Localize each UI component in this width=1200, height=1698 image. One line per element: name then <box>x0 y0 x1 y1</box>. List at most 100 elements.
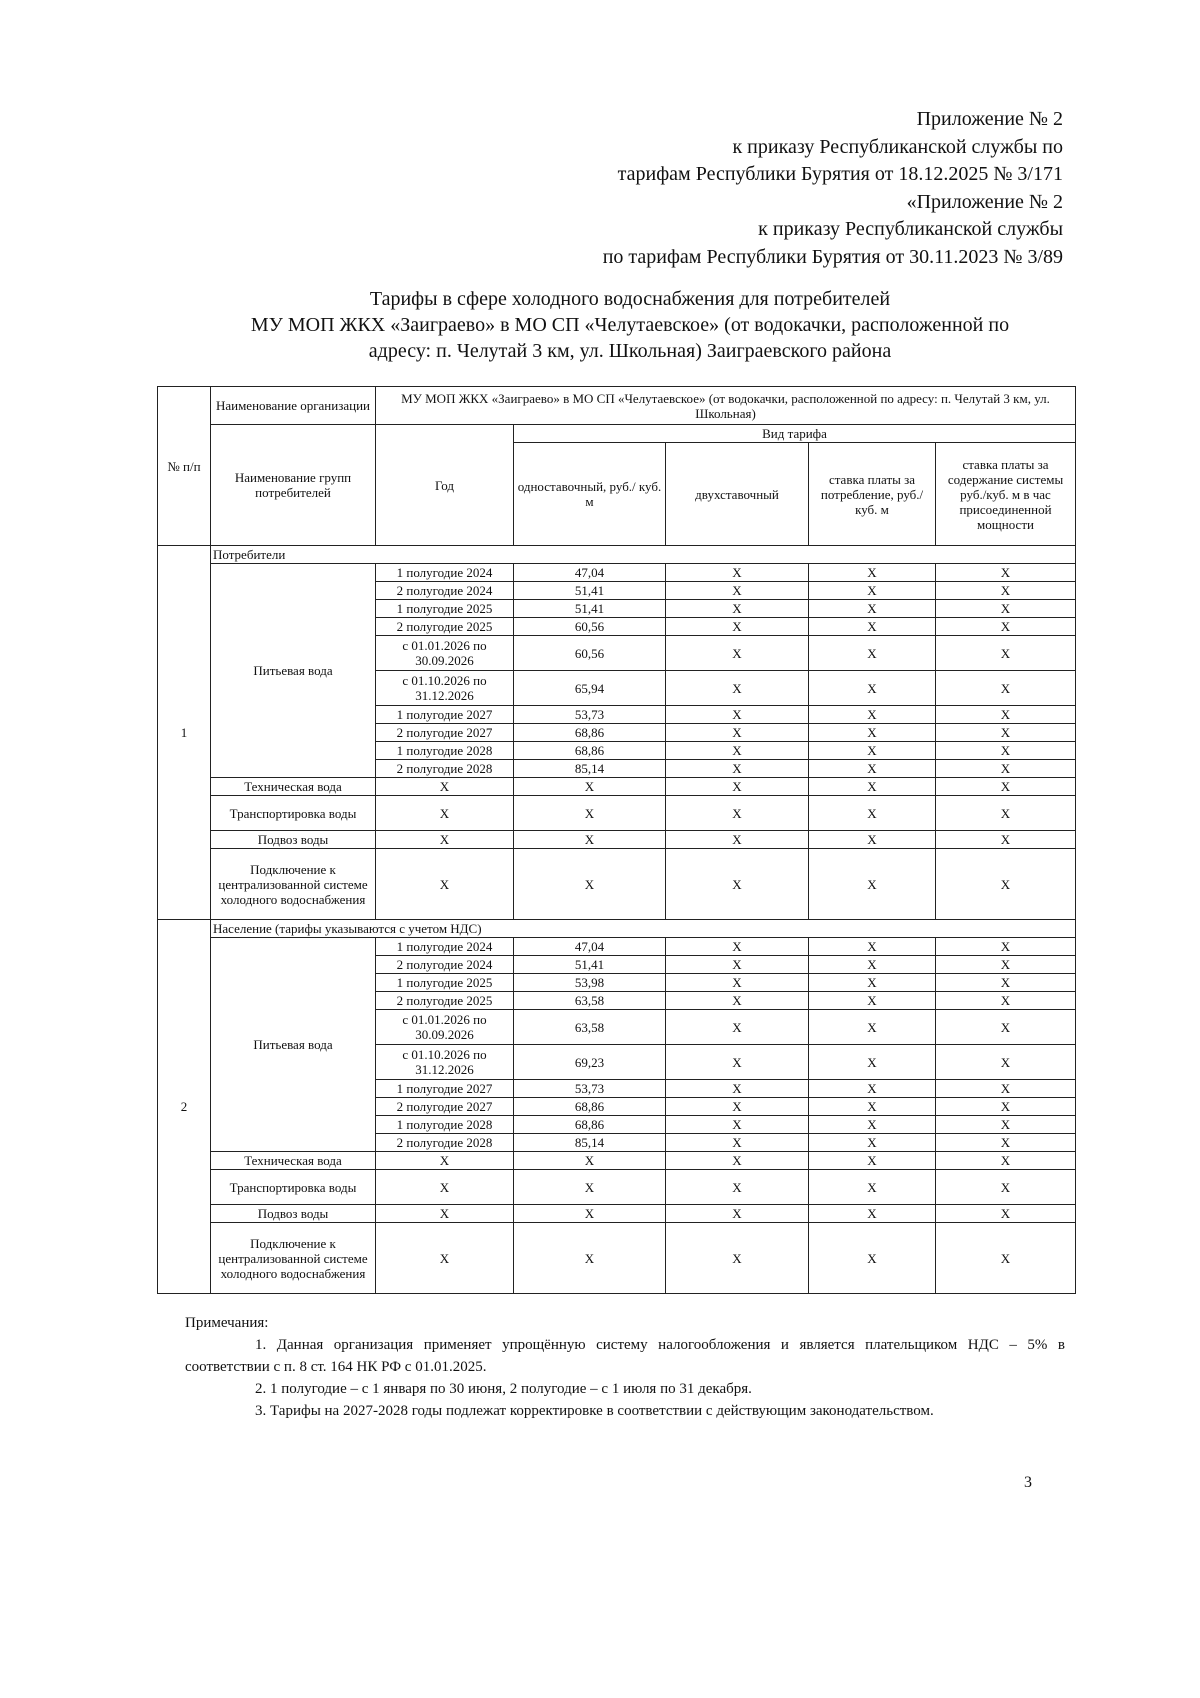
capacity-rate-value: X <box>935 617 1076 636</box>
double-rate-value: X <box>665 635 809 671</box>
period-cell: X <box>375 795 514 831</box>
group-name: Подключение к централизованной системе х… <box>210 848 376 920</box>
capacity-rate-value: X <box>935 1169 1076 1205</box>
double-rate-value: X <box>665 723 809 742</box>
col-num-header: № п/п <box>157 386 211 546</box>
single-rate-value: 60,56 <box>513 635 666 671</box>
table-row: 1 полугодие 2025 51,41 X X X <box>158 599 1076 618</box>
double-rate-value: X <box>665 1097 809 1116</box>
period-cell: X <box>375 777 514 796</box>
group-name: Питьевая вода <box>210 937 376 1152</box>
capacity-rate-value: X <box>935 1009 1076 1045</box>
single-rate-value: X <box>513 1204 666 1223</box>
capacity-rate-value: X <box>935 599 1076 618</box>
col-double-header: двухставочный <box>665 442 809 546</box>
double-rate-value: X <box>665 705 809 724</box>
period-cell: с 01.10.2026 по 31.12.2026 <box>375 670 514 706</box>
period-cell: X <box>375 1222 514 1294</box>
table-row: Техническая вода X X X X X <box>158 1151 1076 1170</box>
capacity-rate-value: X <box>935 1133 1076 1152</box>
double-rate-value: X <box>665 599 809 618</box>
table-row: Транспортировка воды X X X X X <box>158 795 1076 831</box>
title-line: МУ МОП ЖКХ «Заиграево» в МО СП «Челутаев… <box>250 314 1010 336</box>
col-single-header: одноставочный, руб./ куб. м <box>513 442 666 546</box>
capacity-rate-value: X <box>935 777 1076 796</box>
consumption-rate-value: X <box>808 848 936 920</box>
tariff-table: № п/п Наименование организации МУ МОП ЖК… <box>157 386 1076 1294</box>
single-rate-value: 47,04 <box>513 937 666 956</box>
col-org-header: Наименование организации <box>210 386 376 425</box>
consumption-rate-value: X <box>808 599 936 618</box>
double-rate-value: X <box>665 795 809 831</box>
period-cell: 2 полугодие 2027 <box>375 1097 514 1116</box>
consumption-rate-value: X <box>808 1222 936 1294</box>
consumption-rate-value: X <box>808 1169 936 1205</box>
consumption-rate-value: X <box>808 581 936 600</box>
note-item: 1. Данная организация применяет упрощённ… <box>185 1337 1065 1375</box>
single-rate-value: 51,41 <box>513 599 666 618</box>
consumption-rate-value: X <box>808 705 936 724</box>
group-name: Техническая вода <box>210 777 376 796</box>
table-row: Подвоз воды X X X X X <box>158 1204 1076 1223</box>
double-rate-value: X <box>665 1204 809 1223</box>
section-title: Потребители <box>210 545 1076 564</box>
title-line: Тарифы в сфере холодного водоснабжения д… <box>369 288 891 310</box>
period-cell: 2 полугодие 2024 <box>375 955 514 974</box>
capacity-rate-value: X <box>935 670 1076 706</box>
single-rate-value: 53,73 <box>513 1079 666 1098</box>
table-row: 2 полугодие 2028 85,14 X X X <box>158 759 1076 778</box>
single-rate-value: 47,04 <box>513 563 666 582</box>
section-number: 1 <box>157 545 211 920</box>
double-rate-value: X <box>665 830 809 849</box>
consumption-rate-value: X <box>808 759 936 778</box>
capacity-rate-value: X <box>935 830 1076 849</box>
table-row: с 01.01.2026 по 30.09.2026 60,56 X X X <box>158 635 1076 671</box>
double-rate-value: X <box>665 1079 809 1098</box>
period-cell: X <box>375 848 514 920</box>
group-name: Подвоз воды <box>210 1204 376 1223</box>
section-number: 2 <box>157 919 211 1294</box>
capacity-rate-value: X <box>935 991 1076 1010</box>
double-rate-value: X <box>665 1169 809 1205</box>
capacity-rate-value: X <box>935 955 1076 974</box>
table-row: 1 полугодие 2025 53,98 X X X <box>158 973 1076 992</box>
capacity-rate-value: X <box>935 973 1076 992</box>
single-rate-value: 51,41 <box>513 955 666 974</box>
capacity-rate-value: X <box>935 723 1076 742</box>
single-rate-value: X <box>513 777 666 796</box>
double-rate-value: X <box>665 1115 809 1134</box>
double-rate-value: X <box>665 848 809 920</box>
period-cell: 1 полугодие 2027 <box>375 705 514 724</box>
capacity-rate-value: X <box>935 795 1076 831</box>
period-cell: 2 полугодие 2024 <box>375 581 514 600</box>
double-rate-value: X <box>665 1222 809 1294</box>
consumption-rate-value: X <box>808 741 936 760</box>
single-rate-value: 85,14 <box>513 759 666 778</box>
single-rate-value: 69,23 <box>513 1044 666 1080</box>
col-year-header: Год <box>375 424 514 546</box>
document-title: Тарифы в сфере холодного водоснабжения д… <box>150 286 1110 364</box>
period-cell: X <box>375 830 514 849</box>
period-cell: 1 полугодие 2027 <box>375 1079 514 1098</box>
col-consumption-header: ставка платы за потребление, руб./ куб. … <box>808 442 936 546</box>
capacity-rate-value: X <box>935 741 1076 760</box>
double-rate-value: X <box>665 777 809 796</box>
header-line: к приказу Республиканской службы по <box>732 135 1063 158</box>
section-title-row: 2 Население (тарифы указываются с учетом … <box>157 919 1076 1294</box>
period-cell: 2 полугодие 2028 <box>375 759 514 778</box>
double-rate-value: X <box>665 1151 809 1170</box>
capacity-rate-value: X <box>935 937 1076 956</box>
double-rate-value: X <box>665 955 809 974</box>
single-rate-value: 68,86 <box>513 741 666 760</box>
capacity-rate-value: X <box>935 1222 1076 1294</box>
period-cell: 2 полугодие 2025 <box>375 617 514 636</box>
period-cell: 1 полугодие 2025 <box>375 599 514 618</box>
consumption-rate-value: X <box>808 1133 936 1152</box>
consumption-rate-value: X <box>808 635 936 671</box>
table-row: Подвоз воды X X X X X <box>158 830 1076 849</box>
group-name: Техническая вода <box>210 1151 376 1170</box>
group-name: Транспортировка воды <box>210 795 376 831</box>
table-row: Техническая вода X X X X X <box>158 777 1076 796</box>
consumption-rate-value: X <box>808 1151 936 1170</box>
capacity-rate-value: X <box>935 759 1076 778</box>
